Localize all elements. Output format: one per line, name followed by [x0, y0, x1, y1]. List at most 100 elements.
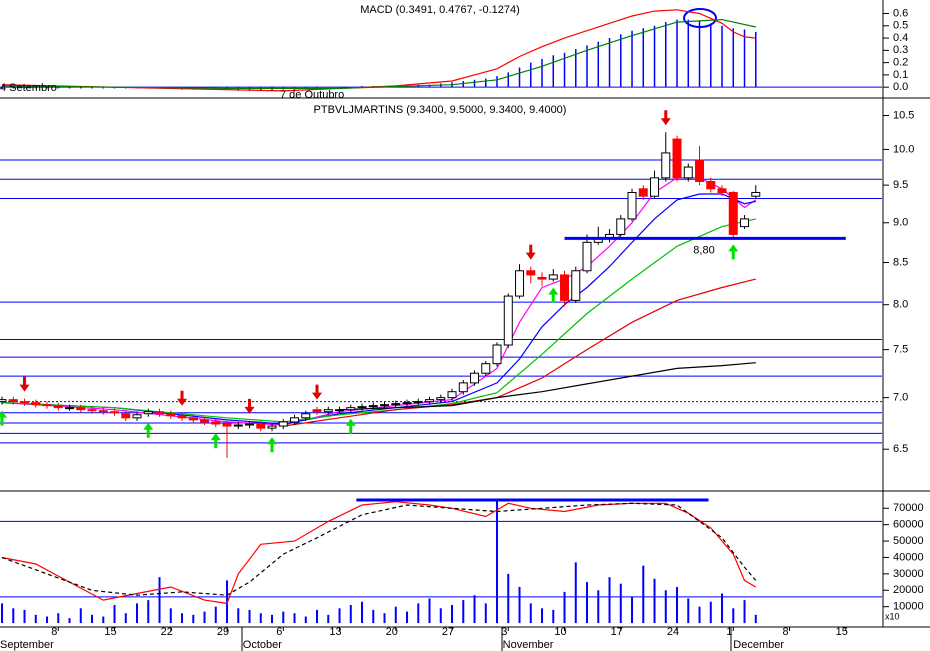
y-tick-label: 9.0	[893, 217, 908, 229]
candle-body	[672, 138, 682, 179]
y-tick-label: 10.5	[893, 109, 914, 121]
support-label: 8,80	[693, 244, 714, 256]
candle-body	[76, 407, 86, 411]
candle-body	[740, 218, 750, 228]
candle-body	[87, 409, 97, 412]
candle-body	[616, 218, 626, 235]
x-tick-label: 10	[554, 626, 566, 638]
candle-body	[278, 421, 288, 427]
candle-body	[65, 407, 75, 410]
y-tick-label: 7.0	[893, 392, 908, 404]
candle-body	[492, 344, 502, 365]
candle-body	[571, 270, 581, 301]
buy-arrow	[345, 418, 356, 434]
month-label: December	[733, 639, 784, 651]
y-tick-label: 7.5	[893, 344, 908, 356]
candle-body	[166, 413, 176, 417]
x-tick-label: 24	[667, 626, 679, 638]
buy-arrow	[548, 287, 559, 303]
y-tick-label: 0.6	[893, 7, 908, 19]
candle-body	[695, 159, 705, 182]
y-tick-label: 0.3	[893, 44, 908, 56]
sell-arrow	[525, 244, 536, 260]
sell-arrow	[177, 390, 188, 406]
candle-body	[0, 399, 7, 403]
sell-arrow	[660, 110, 671, 126]
month-label: September	[0, 639, 54, 651]
candle-body	[503, 295, 513, 346]
candle-body	[245, 423, 255, 426]
y-tick-label: 0.2	[893, 57, 908, 69]
indicator-line	[1, 501, 757, 605]
candle-body	[121, 413, 131, 419]
candle-body	[53, 405, 63, 409]
candle-body	[20, 401, 30, 404]
y-tick-label: 6.5	[893, 443, 908, 455]
y-tick-label: 70000	[893, 502, 924, 514]
x-tick-label: 27	[442, 626, 454, 638]
x-tick-label: 8	[51, 626, 57, 638]
indicator-line	[1, 218, 756, 423]
annotation: 7 de Outubro	[280, 89, 344, 101]
candle-body	[380, 404, 390, 407]
candle-body	[638, 188, 648, 197]
candle-body	[470, 372, 480, 384]
candle-body	[481, 363, 491, 374]
candle-body	[706, 180, 716, 190]
y-tick-label: 10.0	[893, 143, 914, 155]
candle-body	[155, 411, 165, 415]
candle-body	[110, 411, 120, 414]
candle-body	[515, 270, 525, 297]
buy-arrow	[728, 244, 739, 260]
buy-arrow	[143, 422, 154, 438]
candle-body	[8, 399, 18, 403]
candle-body	[211, 421, 221, 425]
candle-body	[290, 417, 300, 423]
candle-body	[425, 399, 435, 403]
candle-body	[31, 402, 41, 406]
candle-body	[256, 423, 266, 429]
candle-body	[312, 409, 322, 413]
buy-arrow	[210, 433, 221, 449]
candle-body	[717, 188, 727, 193]
candle-body	[143, 411, 153, 415]
x-tick-label: 22	[161, 626, 173, 638]
candle-body	[650, 177, 660, 197]
y-tick-label: 9.5	[893, 179, 908, 191]
candle-body	[346, 407, 356, 411]
x-tick-label: 15	[836, 626, 848, 638]
sell-arrow	[19, 376, 30, 392]
candle-body	[200, 419, 210, 423]
indicator-line	[283, 278, 756, 427]
candle-body	[751, 191, 761, 197]
candle-body	[402, 402, 412, 405]
y-tick-label: 0.4	[893, 32, 908, 44]
candle-body	[560, 274, 570, 301]
x-tick-label: 3	[501, 626, 507, 638]
indicator-line	[1, 9, 756, 92]
y-tick-label: 8.5	[893, 256, 908, 268]
sell-arrow	[312, 384, 323, 400]
y-tick-label: 50000	[893, 535, 924, 547]
candle-body	[627, 191, 637, 220]
y-tick-label: 20000	[893, 584, 924, 596]
panel-title: MACD (0.3491, 0.4767, -0.1274)	[360, 4, 520, 16]
candle-body	[391, 403, 401, 406]
buy-arrow	[267, 437, 278, 453]
candle-body	[233, 424, 243, 427]
candle-body	[335, 409, 345, 412]
indicator-line	[1, 18, 756, 90]
candle-body	[458, 382, 468, 393]
candle-body	[222, 423, 232, 427]
candle-body	[357, 406, 367, 409]
y-tick-label: 10000	[893, 601, 924, 613]
candle-body	[42, 404, 52, 407]
candle-body	[447, 391, 457, 399]
indicator-line	[339, 362, 756, 411]
candle-body	[683, 166, 693, 179]
candle-body	[177, 415, 187, 419]
x-tick-label: 29	[217, 626, 229, 638]
candle-body	[436, 397, 446, 401]
